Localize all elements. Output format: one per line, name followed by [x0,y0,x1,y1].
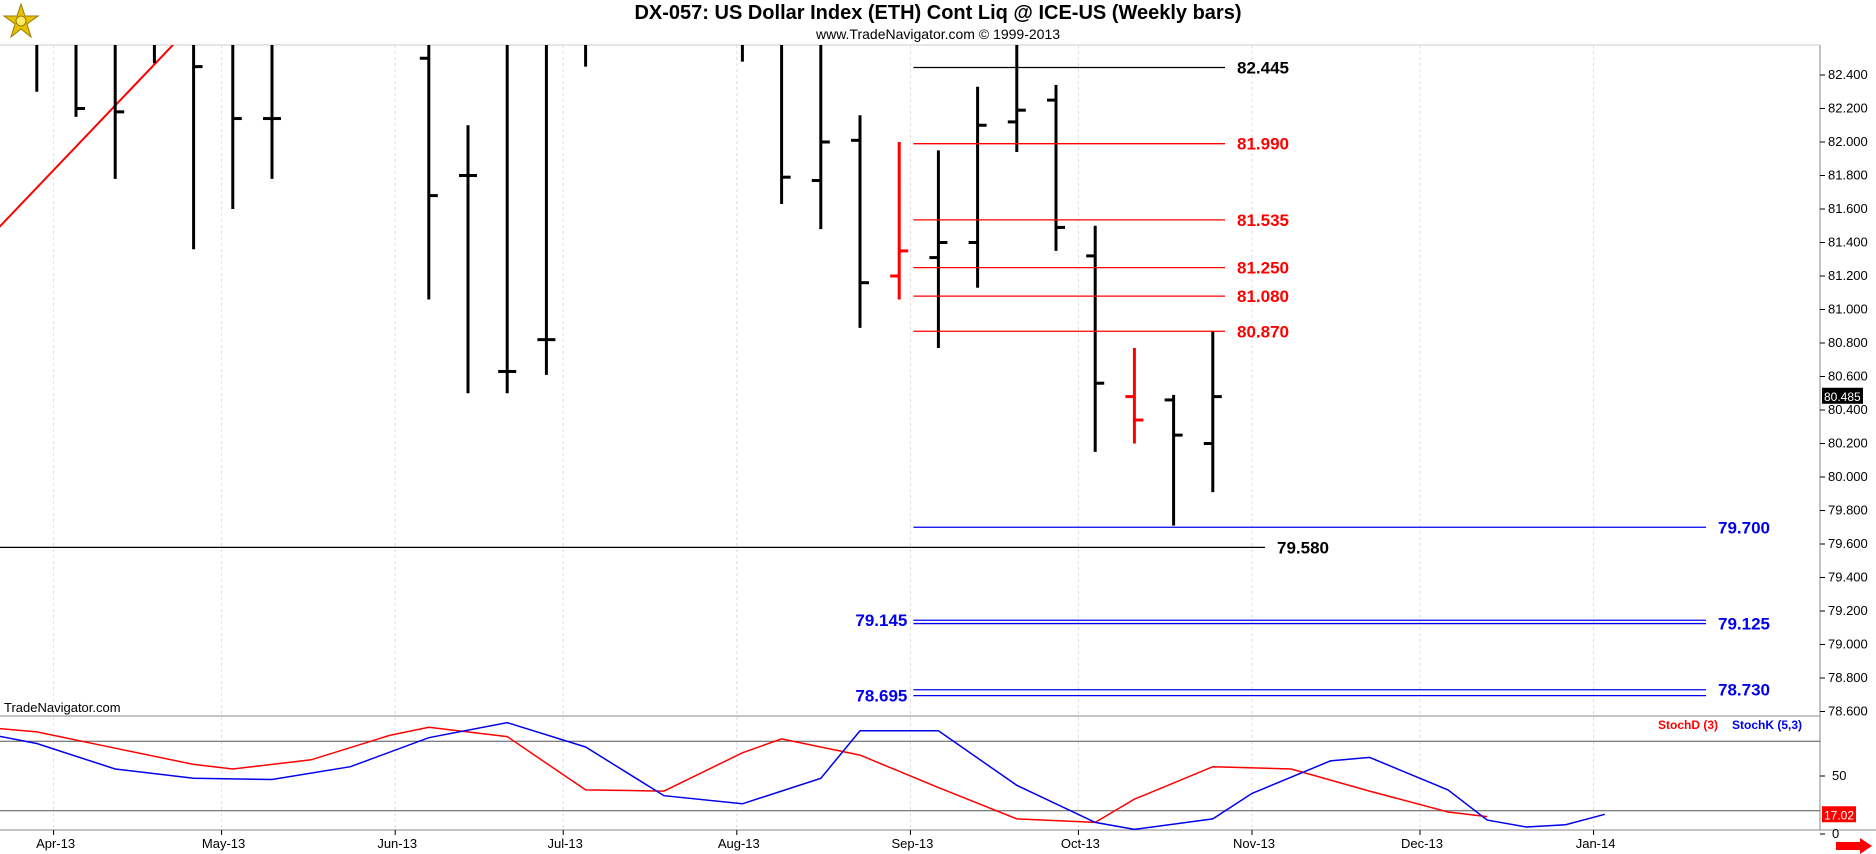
y-tick-label: 79.200 [1828,603,1868,618]
level-label: 81.990 [1237,135,1289,154]
level-label: 79.580 [1277,538,1329,557]
level-label: 82.445 [1237,58,1289,77]
ohlc-bar [968,86,987,288]
x-tick-label: Apr-13 [36,836,75,851]
chart-header: DX-057: US Dollar Index (ETH) Cont Liq @… [0,0,1876,45]
y-tick-label: 80.200 [1828,436,1868,451]
ohlc-bar [1164,394,1183,526]
ohlc-bar [851,115,869,328]
chart-title: DX-057: US Dollar Index (ETH) Cont Liq @… [634,2,1242,24]
level-label: 79.145 [855,611,907,630]
y-tick-label: 79.800 [1828,503,1868,518]
stoch-legend: StochD (3) StochK (5,3) [1658,718,1802,732]
level-label: 80.870 [1237,322,1289,341]
price-panel [0,45,1222,526]
y-tick-label: 80.000 [1828,469,1868,484]
level-label: 78.730 [1718,681,1770,700]
ohlc-bar [1047,85,1065,251]
x-tick-label: Oct-13 [1061,836,1100,851]
ohlc-bar [780,45,791,204]
legend-stochk: StochK (5,3) [1732,718,1802,732]
ohlc-bar [192,45,203,250]
ohlc-bar [811,45,830,230]
ohlc-bar [152,45,156,64]
x-tick-label: Jul-13 [547,836,582,851]
ohlc-bar [584,45,588,67]
level-label: 81.250 [1237,259,1289,278]
stoch-last-value-box [1822,806,1856,823]
stochastic-panel [0,721,1820,830]
y-tick-label: 81.800 [1828,168,1868,183]
ohlc-bar [459,125,477,394]
stoch-last-value-label: 17.02 [1824,808,1854,822]
ohlc-bar [1203,331,1222,493]
stoch-line-red [0,726,1488,824]
y-tick-label: 81.400 [1828,235,1868,250]
stoch-y-tick-label: 50 [1832,768,1846,783]
ohlc-bar [35,45,39,92]
ohlc-bar [263,45,281,179]
last-price-box [1822,387,1863,404]
x-tick-label: Jun-13 [377,836,417,851]
ohlc-bar [929,150,948,349]
stoch-line-blue [0,721,1605,830]
level-label: 78.695 [855,687,907,706]
scroll-right-arrow-icon [1836,838,1872,854]
ohlc-bar [740,45,744,62]
ohlc-bar [1125,348,1144,444]
y-tick-label: 82.200 [1828,101,1868,116]
y-tick-label: 81.200 [1828,268,1868,283]
watermark-text: TradeNavigator.com [4,700,121,715]
ohlc-bar [498,45,517,394]
y-tick-label: 81.600 [1828,201,1868,216]
level-label: 79.125 [1718,615,1770,634]
ohlc-bar [113,45,125,179]
ohlc-bar [419,45,438,300]
level-label: 81.080 [1237,287,1289,306]
stoch-y-tick-label: 0 [1832,826,1839,841]
level-label: 79.700 [1718,518,1770,537]
tradenavigator-logo-icon [2,2,40,39]
ohlc-bar [1007,45,1026,153]
x-tick-label: Nov-13 [1233,836,1275,851]
y-tick-label: 82.000 [1828,134,1868,149]
y-tick-label: 82.400 [1828,67,1868,82]
y-tick-label: 80.400 [1828,402,1868,417]
y-tick-label: 80.800 [1828,335,1868,350]
chart-subtitle: www.TradeNavigator.com © 1999-2013 [815,26,1061,42]
ohlc-bar [1086,225,1105,452]
ohlc-bar [231,45,242,209]
x-tick-label: Sep-13 [891,836,933,851]
x-tick-label: May-13 [202,836,245,851]
level-label: 81.535 [1237,211,1289,230]
y-tick-label: 79.400 [1828,570,1868,585]
x-tick-label: Dec-13 [1401,836,1443,851]
x-tick-label: Jan-14 [1576,836,1616,851]
ohlc-bar [890,142,909,300]
y-tick-label: 79.600 [1828,536,1868,551]
y-tick-label: 78.600 [1828,704,1868,719]
ohlc-bar [74,45,85,117]
legend-stochd: StochD (3) [1658,718,1718,732]
y-tick-label: 78.800 [1828,670,1868,685]
last-price-label: 80.485 [1824,390,1861,404]
ohlc-bar [537,45,556,375]
price-levels: 82.445 81.990 81.535 81.250 81.080 80.870 79.7… [0,58,1770,706]
y-tick-label: 81.000 [1828,302,1868,317]
y-tick-label: 80.600 [1828,369,1868,384]
trendline [0,45,175,228]
x-tick-label: Aug-13 [718,836,760,851]
axes: Apr-13 May-13 Jun-13 Jul-13 Aug-13 Sep-13 Oct-… [36,67,1872,854]
y-tick-label: 79.000 [1828,637,1868,652]
